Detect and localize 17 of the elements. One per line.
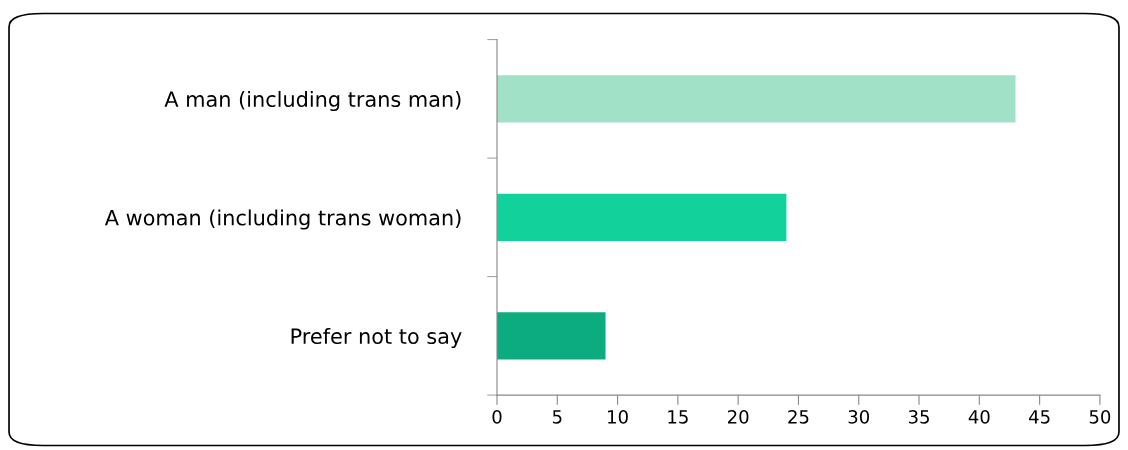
y-tick-label: A man (including trans man) — [164, 90, 461, 112]
x-tick-label: 45 — [1029, 410, 1050, 424]
x-tick-label: 0 — [492, 410, 502, 424]
x-tick-label: 25 — [788, 410, 809, 424]
x-tick-label: 20 — [728, 410, 749, 424]
y-tick-label: A woman (including trans woman) — [104, 209, 461, 230]
x-tick-label: 40 — [968, 410, 990, 424]
x-tick-label: 35 — [908, 410, 929, 424]
x-tick-label: 15 — [668, 410, 688, 424]
x-tick-label: 30 — [848, 410, 870, 424]
bar — [497, 312, 606, 360]
x-tick-label: 50 — [1089, 410, 1111, 424]
bar — [497, 193, 787, 242]
y-tick-label: Prefer not to say — [291, 327, 462, 349]
x-tick-label: 10 — [608, 410, 628, 424]
x-tick-label: 5 — [552, 410, 562, 424]
bar — [497, 75, 1016, 123]
